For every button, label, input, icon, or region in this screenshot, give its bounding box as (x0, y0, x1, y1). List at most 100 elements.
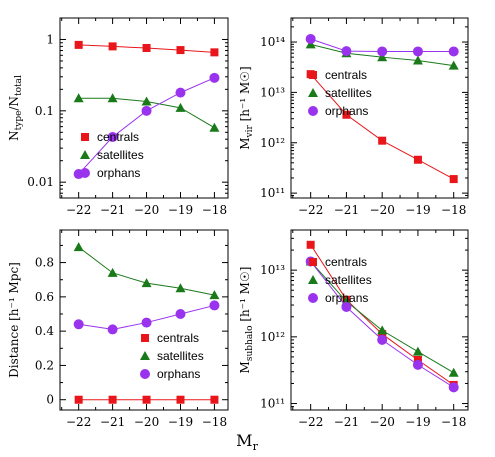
y-tick-label: 10¹³ (260, 85, 285, 99)
x-tick-label: −18 (441, 203, 466, 217)
orphans-marker (305, 33, 316, 44)
y-axis-label-part: Distance [h⁻¹ Mpc] (7, 262, 21, 378)
y-axis-label: Ntype/Ntotal (7, 75, 24, 141)
legend-satellites-label: satellites (97, 148, 144, 162)
satellites-marker (209, 122, 220, 132)
y-tick-label: 0.1 (35, 104, 54, 118)
legend-centrals-label: centrals (325, 68, 367, 82)
x-tick-label: −19 (405, 415, 430, 429)
panels: −22 −21 −20 −19 −18 0.01 0.1 1 Ntype/Ntotal centr… (7, 17, 469, 429)
y-tick-label: 0.4 (35, 324, 54, 338)
legend-satellites-label: satellites (157, 349, 204, 363)
centrals-marker (176, 46, 185, 55)
y-tick-label: 0.01 (27, 175, 54, 189)
y-tick-label: 1 (46, 32, 54, 46)
y-axis-label: Msubhalo [h⁻¹ M☉] (238, 267, 255, 374)
satellites-marker (141, 278, 152, 288)
legend-centrals-marker (309, 258, 317, 266)
y-axis-label-part: type (14, 111, 24, 131)
legend-satellites-label: satellites (325, 273, 372, 287)
y-tick-label: 10¹² (260, 330, 285, 344)
legend-satellites-marker (308, 275, 318, 284)
y-axis-label-part: [h⁻¹ M (238, 82, 252, 125)
plot-frame (59, 229, 229, 411)
y-axis-label-part: ☉] (238, 267, 252, 282)
x-tick-label: −21 (334, 203, 359, 217)
orphans-marker (141, 105, 152, 116)
legend-satellites-marker (80, 150, 90, 159)
legend-orphans-marker (80, 168, 90, 178)
legend-orphans-label: orphans (325, 291, 368, 305)
x-tick-label: −21 (100, 203, 125, 217)
centrals-marker (74, 40, 83, 49)
satellites-marker (73, 93, 84, 103)
y-axis-label: Distance [h⁻¹ Mpc] (7, 262, 21, 378)
x-tick-label: −20 (370, 203, 395, 217)
y-tick-label: 10¹⁴ (260, 35, 285, 49)
satellites-marker (175, 102, 186, 112)
y-axis-label-part: /N (7, 96, 21, 111)
panel-3: −22 −21 −20 −19 −18 0 0.2 0.4 0.6 0.8 Distance [h⁻… (7, 229, 229, 429)
y-tick-label: 10¹³ (260, 263, 285, 277)
x-axis-label: Mr (236, 431, 258, 453)
centrals-marker (142, 43, 151, 52)
y-tick-label: 10¹¹ (260, 397, 285, 411)
plot-frame (59, 17, 229, 199)
orphans-marker (448, 382, 459, 393)
centrals-marker (210, 48, 219, 57)
legend-satellites-label: satellites (325, 86, 372, 100)
x-tick-label: −22 (298, 415, 323, 429)
satellites-marker (107, 93, 118, 103)
x-tick-label: −19 (168, 415, 193, 429)
centrals-marker (378, 136, 387, 145)
x-tick-label: −18 (202, 203, 227, 217)
y-axis-label-part: subhalo (245, 326, 255, 362)
y-axis-label-part: ☉] (238, 66, 252, 81)
legend-orphans-label: orphans (157, 367, 200, 381)
x-tick-label: −21 (100, 415, 125, 429)
panel-2: −22 −21 −20 −19 −18 10¹¹ 10¹² 10¹³ 10¹⁴ Mvir [h⁻¹… (238, 17, 469, 217)
orphans-marker (412, 46, 423, 57)
y-axis-label-part: total (14, 75, 24, 96)
plot-frame (290, 17, 469, 199)
satellites-marker (412, 55, 423, 65)
centrals-marker (108, 395, 117, 404)
centrals-marker (74, 395, 83, 404)
legend-centrals-label: centrals (97, 130, 139, 144)
orphans-marker (141, 317, 152, 328)
centrals-marker (176, 395, 185, 404)
legend-orphans-label: orphans (97, 166, 140, 180)
panel-4: −22 −21 −20 −19 −18 10¹¹ 10¹² 10¹³ Msubhalo [h⁻¹… (238, 229, 469, 429)
satellites-marker (175, 283, 186, 293)
centrals-marker (342, 110, 351, 119)
orphans-marker (377, 46, 388, 57)
legend-centrals-marker (141, 334, 149, 342)
orphans-marker (377, 334, 388, 345)
x-tick-label: −19 (405, 203, 430, 217)
y-axis-label: Mvir [h⁻¹ M☉] (238, 66, 255, 150)
x-tick-label: −20 (134, 203, 159, 217)
orphans-marker (175, 309, 186, 319)
y-axis-label-part: vir (245, 124, 255, 138)
orphans-marker (341, 302, 352, 313)
y-tick-label: 0 (46, 393, 54, 407)
orphans-marker (107, 131, 118, 142)
satellites-line (78, 246, 215, 296)
legend-orphans-marker (308, 293, 318, 303)
satellites-marker (107, 267, 118, 277)
orphans-marker (448, 46, 459, 57)
y-axis-label-part: N (7, 130, 21, 141)
x-tick-label: −22 (66, 415, 91, 429)
x-tick-label: −20 (370, 415, 395, 429)
legend-orphans-label: orphans (325, 104, 368, 118)
centrals-marker (210, 395, 219, 404)
x-tick-label: −22 (298, 203, 323, 217)
y-axis-label-part: M (238, 361, 252, 373)
centrals-marker (142, 395, 151, 404)
x-tick-label: −20 (134, 415, 159, 429)
legend-satellites-marker (140, 351, 150, 360)
orphans-marker (73, 319, 84, 330)
satellites-marker (412, 346, 423, 356)
centrals-marker (306, 240, 315, 249)
